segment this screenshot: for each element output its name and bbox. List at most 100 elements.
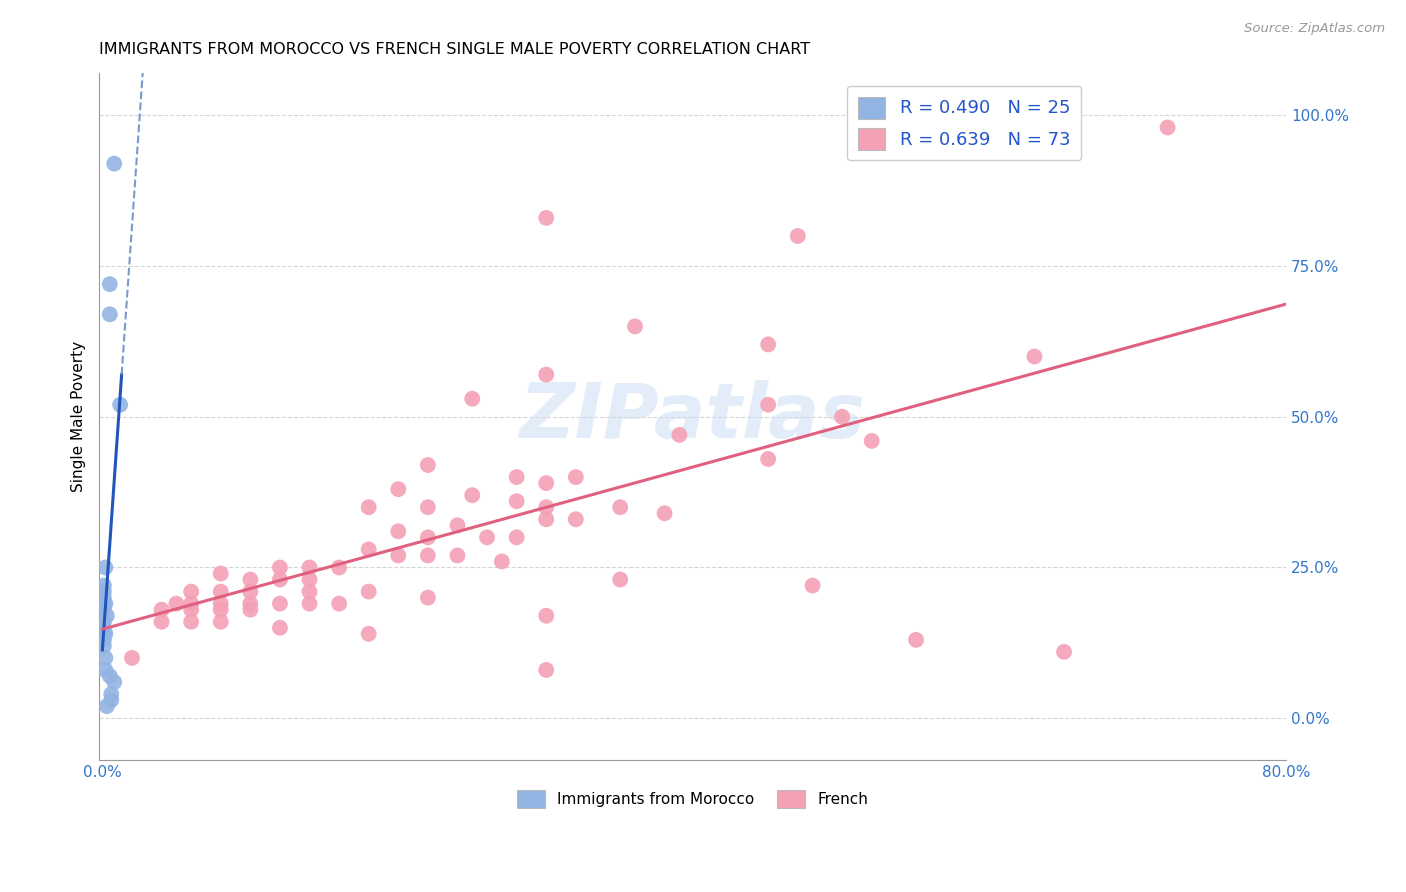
Point — [93, 632, 115, 647]
Point — [786, 229, 808, 244]
Point — [475, 530, 498, 544]
Point — [534, 608, 557, 623]
Point — [94, 651, 117, 665]
Point — [565, 512, 588, 526]
Point — [94, 627, 117, 641]
Point — [93, 584, 115, 599]
Point — [505, 494, 527, 508]
Point — [387, 524, 409, 539]
Point — [98, 307, 121, 321]
Point — [609, 573, 631, 587]
Point — [461, 488, 484, 502]
Point — [416, 591, 439, 605]
Point — [150, 615, 173, 629]
Point — [357, 627, 380, 641]
Point — [121, 651, 143, 665]
Point — [534, 663, 557, 677]
Point — [269, 621, 291, 635]
Point — [96, 699, 118, 714]
Point — [93, 578, 115, 592]
Point — [180, 597, 202, 611]
Point — [108, 398, 131, 412]
Point — [209, 597, 232, 611]
Point — [239, 584, 262, 599]
Point — [357, 500, 380, 515]
Point — [534, 500, 557, 515]
Point — [269, 573, 291, 587]
Point — [416, 500, 439, 515]
Point — [328, 560, 350, 574]
Point — [98, 669, 121, 683]
Point — [534, 476, 557, 491]
Point — [209, 584, 232, 599]
Point — [180, 615, 202, 629]
Point — [93, 603, 115, 617]
Point — [269, 597, 291, 611]
Point — [93, 639, 115, 653]
Point — [860, 434, 883, 448]
Point — [328, 597, 350, 611]
Point — [416, 549, 439, 563]
Point — [416, 458, 439, 472]
Point — [94, 663, 117, 677]
Point — [98, 277, 121, 292]
Point — [93, 615, 115, 629]
Point — [756, 337, 779, 351]
Point — [446, 518, 468, 533]
Point — [94, 560, 117, 574]
Legend: Immigrants from Morocco, French: Immigrants from Morocco, French — [512, 784, 875, 814]
Point — [103, 675, 125, 690]
Point — [491, 554, 513, 568]
Point — [534, 512, 557, 526]
Point — [100, 687, 122, 701]
Point — [150, 603, 173, 617]
Point — [831, 409, 853, 424]
Point — [103, 156, 125, 170]
Point — [298, 560, 321, 574]
Point — [534, 211, 557, 225]
Point — [93, 591, 115, 605]
Point — [1053, 645, 1076, 659]
Point — [357, 542, 380, 557]
Point — [668, 428, 690, 442]
Point — [1024, 350, 1046, 364]
Point — [209, 603, 232, 617]
Point — [756, 398, 779, 412]
Point — [905, 632, 928, 647]
Point — [801, 578, 824, 592]
Point — [624, 319, 647, 334]
Point — [93, 621, 115, 635]
Point — [298, 597, 321, 611]
Point — [94, 597, 117, 611]
Point — [209, 615, 232, 629]
Text: IMMIGRANTS FROM MOROCCO VS FRENCH SINGLE MALE POVERTY CORRELATION CHART: IMMIGRANTS FROM MOROCCO VS FRENCH SINGLE… — [100, 42, 811, 57]
Point — [239, 573, 262, 587]
Point — [93, 597, 115, 611]
Point — [165, 597, 187, 611]
Point — [96, 608, 118, 623]
Point — [180, 603, 202, 617]
Point — [1156, 120, 1178, 135]
Y-axis label: Single Male Poverty: Single Male Poverty — [72, 342, 86, 492]
Point — [505, 470, 527, 484]
Point — [357, 584, 380, 599]
Point — [565, 470, 588, 484]
Point — [239, 603, 262, 617]
Point — [534, 368, 557, 382]
Point — [93, 627, 115, 641]
Point — [298, 584, 321, 599]
Text: Source: ZipAtlas.com: Source: ZipAtlas.com — [1244, 22, 1385, 36]
Point — [180, 584, 202, 599]
Point — [298, 573, 321, 587]
Point — [756, 452, 779, 467]
Point — [387, 549, 409, 563]
Point — [461, 392, 484, 406]
Point — [505, 530, 527, 544]
Point — [269, 560, 291, 574]
Point — [100, 693, 122, 707]
Point — [209, 566, 232, 581]
Point — [239, 597, 262, 611]
Point — [446, 549, 468, 563]
Point — [609, 500, 631, 515]
Text: ZIPatlas: ZIPatlas — [520, 380, 866, 454]
